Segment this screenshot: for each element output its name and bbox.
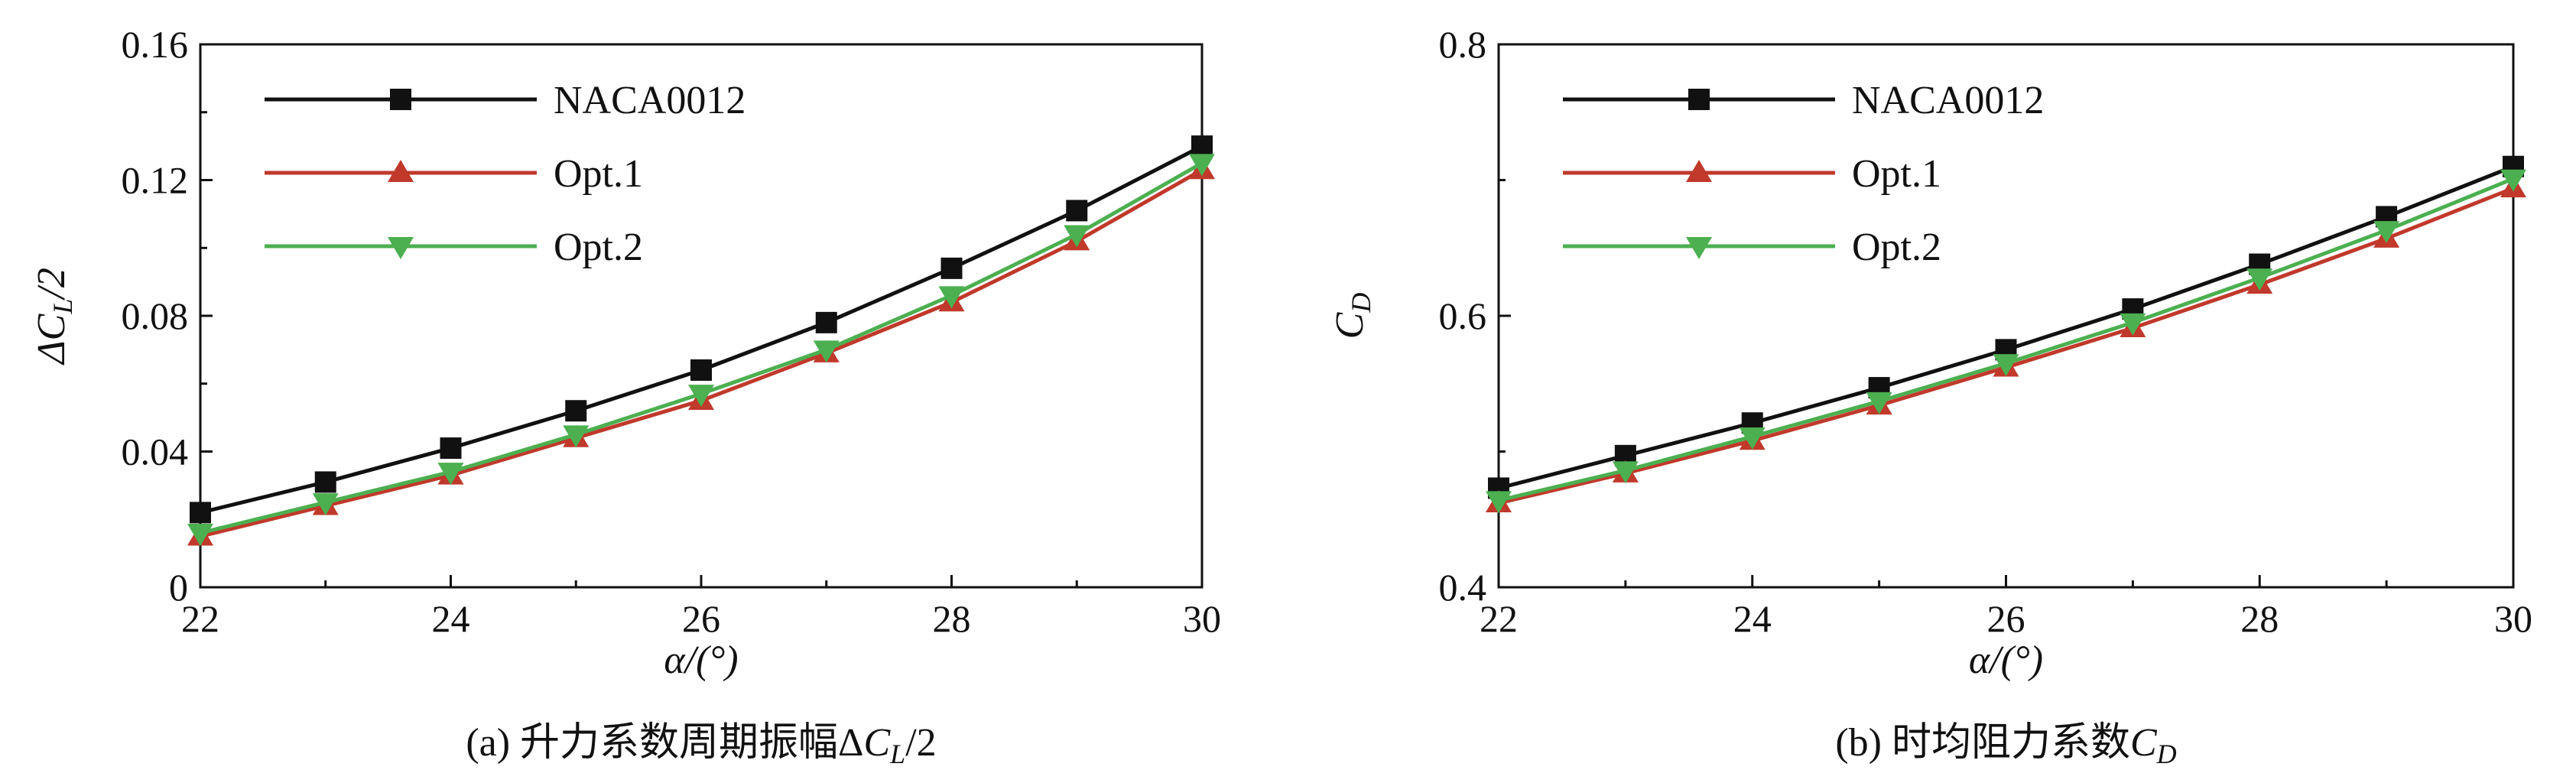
x-axis-title: α/(°) [1969,638,2043,682]
legend-marker [390,89,411,110]
x-tick-label: 24 [432,597,470,640]
y-tick-label: 0.6 [1439,294,1487,337]
data-point [440,437,462,460]
series-naca0012 [190,135,1213,524]
data-point [815,311,837,333]
data-point [813,340,840,363]
y-tick-label: 0.12 [122,159,189,202]
data-point [690,359,712,381]
plot-frame [1497,43,2515,589]
legend-label: Opt.1 [1852,152,1941,196]
plot-frame [199,43,1204,589]
y-axis-title: CD [1328,293,1376,340]
x-tick-label: 22 [181,597,219,640]
chart-caption: (b) 时均阻力系数CD [1835,721,2176,769]
y-tick-label: 0.16 [122,23,189,66]
x-tick-label: 28 [933,597,971,640]
data-point [688,385,714,408]
series-naca0012 [1488,155,2524,499]
y-tick-label: 0.4 [1439,566,1487,609]
legend: NACA0012 Opt.1 Opt.2 [1563,79,2044,269]
legend-marker [1686,160,1712,182]
legend-item: Opt.2 [1563,226,1941,269]
data-point [1739,427,1766,450]
data-point [190,502,211,524]
legend-marker [388,160,414,182]
legend-label: NACA0012 [1852,79,2044,122]
y-tick-label: 0 [169,566,188,609]
data-point [2120,313,2146,336]
data-point [1191,135,1213,158]
chart-lift-amplitude: 22 24 26 28 30 0 0.04 0.08 0.12 0.16 α/(°) ΔCL/2 (a)… [30,23,1221,769]
chart-caption: (a) 升力系数周期振幅ΔCL/2 [466,721,936,769]
legend-item: Opt.2 [265,226,643,269]
legend-item: Opt.1 [1563,152,1941,196]
data-point [1189,154,1215,177]
legend-item: NACA0012 [265,79,746,122]
data-point [563,425,590,448]
x-tick-label: 28 [2240,597,2279,640]
series-opt-2 [187,154,1215,546]
data-point [1993,354,2019,377]
legend-item: Opt.1 [265,152,643,196]
chart-drag-coefficient: 22 24 26 28 30 0.4 0.6 0.8 α/(°) CD (b) 时均阻力系数CD NA… [1328,23,2532,769]
data-point [187,524,213,546]
y-tick-label: 0.8 [1439,23,1487,66]
data-point [1486,491,1512,514]
x-tick-label: 26 [1987,597,2025,640]
series-line [200,161,1204,535]
data-point [938,286,965,309]
y-tick-label: 0.04 [122,430,189,473]
legend-label: NACA0012 [554,79,746,122]
legend-label: Opt.1 [554,152,643,196]
legend-marker [1686,237,1712,259]
x-tick-label: 22 [1480,597,1518,640]
series-line [200,168,1204,538]
x-axis-title: α/(°) [664,638,738,682]
data-point [1866,392,1892,414]
y-axis-title: ΔCL/2 [30,268,78,366]
data-point [437,463,464,486]
legend: NACA0012 Opt.1 Opt.2 [265,79,746,269]
series-line [200,144,1204,515]
x-tick-label: 30 [1183,597,1221,640]
data-point [312,493,339,516]
legend-label: Opt.2 [1852,226,1941,269]
data-point [565,400,587,422]
data-point [2500,169,2526,192]
series-opt-2 [1486,169,2526,514]
legend-marker [1688,89,1710,110]
legend-item: NACA0012 [1563,79,2044,122]
data-point [2246,268,2273,291]
series-opt-1 [187,157,1215,546]
legend-marker [388,237,414,259]
x-tick-label: 24 [1733,597,1772,640]
data-point [940,257,963,279]
y-tick-label: 0.08 [122,294,189,337]
data-point [2373,221,2400,244]
data-point [1064,225,1090,248]
data-point [1612,461,1639,484]
x-tick-label: 30 [2494,597,2532,640]
data-point [1066,200,1088,222]
x-tick-label: 26 [682,597,720,640]
series-line [1498,164,2514,490]
legend-label: Opt.2 [554,226,643,269]
data-point [314,471,336,493]
